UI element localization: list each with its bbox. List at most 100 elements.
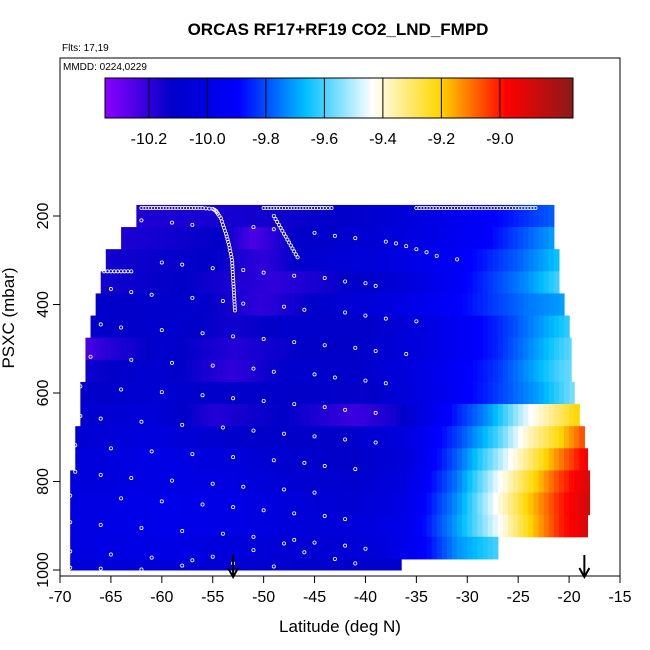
heatmap-cell bbox=[497, 337, 504, 361]
sample-point bbox=[414, 319, 419, 324]
heatmap-cell bbox=[202, 404, 209, 427]
sample-point bbox=[139, 218, 144, 223]
heatmap-cell bbox=[472, 249, 479, 272]
heatmap-cell bbox=[146, 315, 153, 339]
heatmap-cell bbox=[299, 536, 305, 560]
heatmap-cell bbox=[258, 293, 265, 317]
sample-point bbox=[108, 446, 113, 451]
heatmap-cell bbox=[156, 492, 163, 516]
heatmap-cell bbox=[75, 492, 81, 516]
heatmap-cell bbox=[207, 558, 214, 571]
heatmap-cell bbox=[411, 293, 417, 317]
heatmap-cell bbox=[324, 381, 331, 405]
heatmap-cell bbox=[375, 558, 382, 571]
heatmap-cell bbox=[401, 514, 407, 538]
heatmap-cell bbox=[462, 381, 468, 405]
heatmap-cell bbox=[187, 249, 193, 272]
heatmap-cell bbox=[385, 558, 392, 571]
heatmap-cell bbox=[553, 249, 560, 272]
heatmap-cell bbox=[355, 315, 361, 339]
heatmap-cell bbox=[238, 359, 244, 383]
heatmap-cell bbox=[421, 315, 428, 339]
heatmap-cell bbox=[411, 315, 417, 339]
sample-point bbox=[241, 484, 246, 489]
heatmap-cell bbox=[131, 271, 137, 294]
heatmap-cell bbox=[314, 426, 321, 449]
heatmap-cell bbox=[136, 404, 143, 427]
heatmap-cell bbox=[426, 337, 433, 361]
heatmap-cell bbox=[523, 227, 529, 250]
heatmap-cell bbox=[543, 404, 550, 427]
heatmap-cell bbox=[151, 558, 158, 571]
heatmap-cell bbox=[426, 293, 433, 317]
heatmap-cell bbox=[345, 426, 351, 449]
heatmap-cell bbox=[156, 227, 163, 250]
heatmap-cell bbox=[105, 337, 112, 361]
heatmap-cell bbox=[161, 249, 168, 272]
heatmap-cell bbox=[304, 359, 311, 383]
heatmap-cell bbox=[462, 448, 468, 471]
heatmap-cell bbox=[558, 337, 565, 361]
heatmap-cell bbox=[75, 558, 81, 571]
heatmap-cell bbox=[431, 381, 438, 405]
heatmap-cell bbox=[441, 227, 448, 250]
heatmap-cell bbox=[131, 470, 137, 494]
heatmap-cell bbox=[538, 315, 545, 339]
heatmap-cell bbox=[472, 514, 479, 538]
sample-point bbox=[220, 531, 225, 536]
sample-point bbox=[261, 270, 266, 275]
heatmap-cell bbox=[166, 315, 173, 339]
heatmap-cell bbox=[345, 404, 351, 427]
heatmap-cell bbox=[558, 381, 565, 405]
heatmap-cell bbox=[217, 470, 224, 494]
heatmap-cell bbox=[543, 426, 550, 449]
heatmap-cell bbox=[411, 249, 417, 272]
sample-point bbox=[281, 541, 286, 546]
heatmap-cell bbox=[238, 470, 244, 494]
sample-point bbox=[343, 279, 348, 284]
heatmap-cell bbox=[553, 381, 560, 405]
sample-point bbox=[169, 360, 174, 365]
heatmap-cell bbox=[385, 204, 392, 228]
heatmap-cell bbox=[426, 536, 433, 560]
heatmap-cell bbox=[523, 293, 529, 317]
heatmap-cell bbox=[228, 227, 234, 250]
heatmap-cell bbox=[166, 204, 173, 228]
heatmap-cell bbox=[324, 470, 331, 494]
heatmap-cell bbox=[375, 359, 382, 383]
heatmap-cell bbox=[401, 204, 407, 228]
heatmap-cell bbox=[95, 404, 102, 427]
heatmap-cell bbox=[452, 249, 458, 272]
heatmap-cell bbox=[243, 249, 249, 272]
heatmap-cell bbox=[192, 293, 199, 317]
heatmap-cell bbox=[202, 536, 209, 560]
heatmap-cell bbox=[385, 448, 392, 471]
heatmap-cell bbox=[441, 337, 448, 361]
heatmap-cell bbox=[375, 426, 382, 449]
heatmap-cell bbox=[258, 426, 265, 449]
heatmap-cell bbox=[558, 514, 565, 538]
heatmap-cell bbox=[233, 227, 239, 250]
sample-point bbox=[363, 378, 368, 383]
heatmap-cell bbox=[472, 404, 479, 427]
heatmap-cell bbox=[126, 558, 132, 571]
heatmap-cell bbox=[528, 204, 535, 228]
heatmap-cell bbox=[350, 448, 356, 471]
heatmap-cell bbox=[273, 514, 280, 538]
sample-point bbox=[68, 549, 73, 554]
sample-point bbox=[271, 227, 276, 232]
heatmap-cell bbox=[90, 536, 97, 560]
heatmap-cell bbox=[187, 558, 193, 571]
heatmap-cell bbox=[334, 204, 341, 228]
heatmap-cell bbox=[289, 249, 295, 272]
heatmap-cell bbox=[533, 337, 540, 361]
heatmap-cell bbox=[350, 426, 356, 449]
heatmap-cell bbox=[492, 426, 499, 449]
heatmap-cell bbox=[523, 514, 529, 538]
heatmap-cell bbox=[156, 271, 163, 294]
heatmap-cell bbox=[558, 426, 565, 449]
heatmap-cell bbox=[172, 293, 178, 317]
sample-point bbox=[73, 469, 78, 474]
heatmap-cell bbox=[558, 293, 565, 317]
heatmap-cell bbox=[110, 514, 117, 538]
